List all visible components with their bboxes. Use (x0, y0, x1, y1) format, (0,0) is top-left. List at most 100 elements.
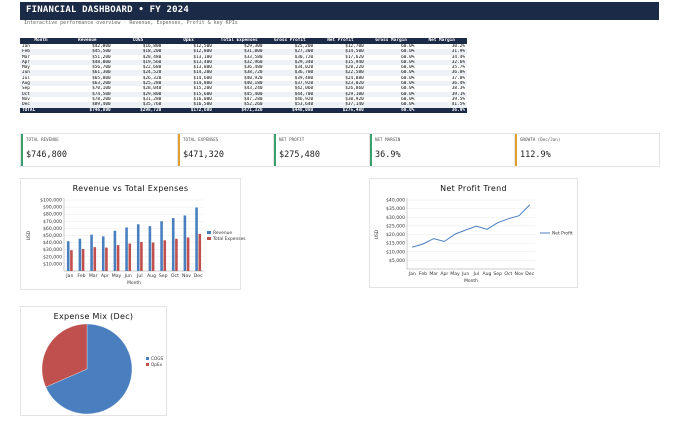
table-cell: $16,800 (142, 44, 162, 49)
y-tick-label: $30,000 (386, 215, 405, 221)
kpi-card: TOTAL EXPENSES $471,320 (177, 133, 274, 167)
bar-total-expenses (128, 243, 132, 271)
financial-table-container: Month Revenue COGS OpEx Total Expenses Gross … (20, 38, 467, 113)
x-tick-label: Mar (89, 273, 98, 279)
y-tick-label: $20,000 (43, 254, 62, 260)
bar-total-expenses (140, 241, 143, 271)
table-cell: $70,100 (92, 86, 111, 92)
x-tick-label: Sep (159, 273, 168, 279)
legend-swatch (146, 357, 149, 360)
table-cell: $37,140 (315, 102, 366, 108)
table-cell: 36.8% (416, 70, 467, 76)
table-row: Nov $78,200 $31,280 $16,000 $47,280 $46,920 $3… (20, 97, 467, 102)
kpi-card: NET MARGIN 36.9% (369, 133, 515, 167)
table-cell: $12,800 (163, 49, 214, 55)
kpi-accent-bar (21, 134, 23, 166)
table-cell: $43,240 (243, 86, 263, 92)
table-cell: $36,480 (243, 65, 263, 71)
bar-revenue (78, 238, 82, 271)
table-cell: $53,640 (264, 102, 316, 108)
y-tick-label: $25,000 (386, 223, 405, 229)
bar-revenue (160, 221, 163, 271)
table-cell: Sep (22, 86, 30, 92)
table-cell: 60.0% (401, 65, 415, 71)
table-row: Jan $42,000 $16,800 $12,500 $29,300 $25,200 $1… (20, 44, 467, 49)
chart-title-net-profit-trend: Net Profit Trend (440, 184, 507, 193)
table-cell: 60.0% (401, 86, 415, 92)
table-cell: $14,200 (163, 70, 214, 76)
table-cell: $89,400 (62, 102, 113, 108)
table-row: Jun $61,300 $24,520 $14,200 $38,720 $36,780 $2… (20, 70, 467, 76)
table-cell: $51,200 (92, 54, 111, 60)
table-row: Aug $63,200 $25,280 $14,800 $40,180 $37,920 $2… (20, 81, 467, 87)
x-tick-label: Jul (473, 271, 480, 277)
total-cell: $298,720 (112, 107, 164, 113)
x-tick-label: Oct (504, 271, 512, 277)
table-cell: $24,520 (112, 70, 164, 76)
y-tick-label: $100,000 (40, 198, 62, 204)
table-cell: $22,680 (142, 65, 162, 71)
table-cell: $14,500 (315, 49, 366, 55)
net-profit-point (465, 229, 466, 231)
bar-revenue (101, 236, 105, 271)
chart-title-revenue-vs-expenses: Revenue vs Total Expenses (72, 184, 189, 193)
kpi-label: GROWTH (Dec/Jan) (520, 137, 561, 142)
bar-revenue (148, 226, 152, 271)
net-profit-point (454, 233, 456, 235)
table-cell: 30.2% (451, 44, 465, 49)
legend-label: Revenue (213, 230, 232, 236)
table-cell: $14,600 (193, 75, 212, 81)
column-header: Gross Margin (365, 38, 417, 44)
table-cell: 60.0% (401, 54, 415, 60)
table-cell: $47,280 (243, 96, 263, 102)
table-cell: $16,500 (163, 102, 214, 108)
table-cell: $22,580 (315, 70, 366, 76)
table-cell: $32,960 (213, 59, 265, 66)
dashboard-subtitle: Interactive performance overview · Reven… (24, 20, 238, 26)
x-tick-label: Apr (101, 273, 109, 279)
table-cell: Apr (20, 59, 62, 66)
x-tick-label: May (450, 271, 460, 277)
table-cell: May (22, 65, 30, 71)
revenue-vs-expenses-chart: $10,000$20,000$30,000$40,000$50,000$60,0… (26, 198, 246, 287)
net-profit-point (412, 246, 413, 248)
table-cell: $36,780 (264, 70, 316, 76)
bar-revenue (66, 241, 70, 271)
bar-total-expenses (105, 247, 108, 271)
kpi-label: NET PROFIT (279, 137, 305, 142)
net-profit-trend-panel: Net Profit Trend $5,000 $10,000 $15,000 $20… (369, 178, 578, 288)
legend-label: OpEx (151, 362, 163, 367)
table-cell: $13,100 (193, 54, 212, 60)
x-tick-label: Apr (440, 271, 448, 277)
x-tick-label: Nov (515, 271, 524, 277)
total-cell: $471,320 (213, 107, 265, 113)
table-row: Jul $65,800 $26,320 $14,600 $40,920 $39,480 $2… (20, 76, 467, 81)
table-cell: $28,040 (142, 86, 162, 92)
table-cell: $25,200 (294, 44, 314, 49)
table-cell: $34,020 (294, 65, 314, 71)
net-profit-point (518, 215, 520, 216)
bar-total-expenses (151, 242, 155, 271)
table-cell: Oct (20, 91, 62, 97)
y-tick-label: $35,000 (386, 206, 405, 212)
table-cell: $15,600 (163, 91, 214, 97)
table-row: May $56,700 $22,680 $13,800 $36,480 $34,020 $2… (20, 65, 467, 70)
table-row: Oct $74,500 $29,800 $15,600 $45,400 $44,700 $2… (20, 91, 467, 97)
total-cell: $275,480 (315, 107, 366, 113)
table-cell: 60.0% (401, 44, 415, 49)
pie-slice-cogs (45, 323, 133, 415)
kpi-value: $471,320 (183, 150, 224, 160)
x-axis-label: Month (127, 280, 141, 286)
table-cell: Feb (20, 49, 62, 55)
x-tick-label: Jan (65, 273, 73, 279)
table-cell: $42,000 (92, 44, 111, 49)
table-cell: 60.0% (401, 75, 415, 81)
table-cell: 60.0% (365, 81, 417, 87)
net-profit-point (529, 204, 530, 206)
table-cell: $74,500 (62, 91, 113, 97)
bar-total-expenses (81, 248, 85, 271)
table-cell: $45,500 (62, 49, 113, 55)
x-tick-label: Sep (493, 271, 502, 277)
table-cell: $65,800 (92, 75, 111, 81)
